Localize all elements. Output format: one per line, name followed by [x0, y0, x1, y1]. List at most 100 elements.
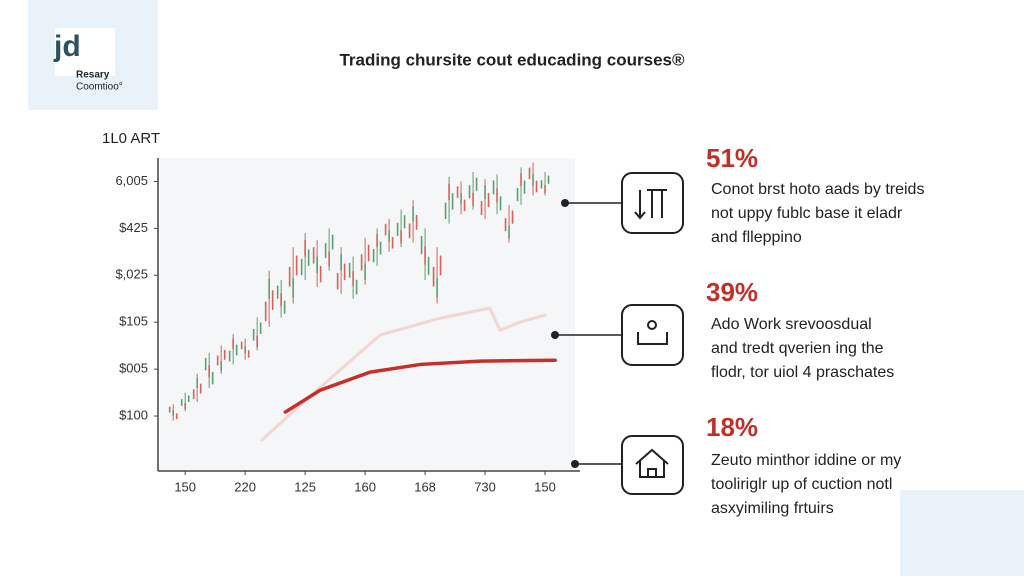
y-tick-label: $425 [119, 220, 148, 235]
candle-body [504, 218, 507, 232]
brand: Resary [76, 70, 110, 81]
candle-body [244, 346, 246, 354]
stat-percent: 18% [706, 412, 758, 442]
candle-body [196, 378, 198, 388]
candle-body [264, 301, 267, 322]
stat-text: flodr, tor uiol 4 praschates [711, 364, 894, 381]
stat-text: asxyimiling frtuirs [711, 500, 834, 517]
candle-body [456, 186, 459, 198]
candle-body [271, 290, 274, 311]
candle-body [283, 300, 286, 314]
candle-body [480, 201, 483, 216]
candle-body [280, 293, 282, 307]
candle-body [268, 279, 270, 299]
candle-body [468, 185, 471, 199]
candle-body [364, 263, 366, 280]
x-tick-label: 150 [534, 479, 556, 494]
candle-body [199, 383, 202, 394]
candle-body [187, 395, 190, 402]
candle-body [292, 278, 294, 298]
stat-text: and flleppino [711, 229, 802, 246]
stat-text: Conot brst hoto aads by treids [711, 181, 924, 198]
candle-body [444, 202, 447, 219]
candle-body [328, 251, 330, 267]
candle-body [540, 180, 543, 189]
candle-body [304, 240, 306, 257]
candle-body [367, 244, 370, 262]
icon-box [621, 435, 684, 495]
y-tick-label: $100 [119, 407, 148, 422]
stat: 18% Zeuto minthor iddine or my toolirigl… [706, 412, 901, 517]
connector-dot [561, 199, 569, 207]
candle-body [403, 215, 406, 229]
candle-body [412, 206, 414, 222]
candle-body [499, 196, 502, 211]
candle-body [408, 223, 411, 239]
candle-body [360, 254, 363, 271]
candle-body [463, 199, 466, 212]
candle-body [340, 254, 342, 271]
stat-text: tooliriglr up of cuction notl [711, 476, 892, 493]
candle-body [532, 174, 534, 186]
candle-body [168, 406, 171, 413]
stat-text: and tredt qverien ing the [711, 340, 884, 357]
candle-body [331, 234, 334, 250]
candle-body [252, 329, 255, 341]
candle-body [388, 230, 390, 242]
y-tick-label: $005 [119, 361, 148, 376]
candle-body [184, 402, 186, 410]
candle-body [475, 177, 478, 191]
icons [551, 172, 684, 495]
candle-body [496, 188, 498, 203]
candle-body [180, 399, 183, 406]
candle-body [432, 266, 435, 287]
trend-line [283, 358, 557, 414]
candle-body [427, 256, 430, 275]
x-tick-label: 730 [474, 479, 496, 494]
candle-body [547, 175, 550, 184]
candle-body [204, 357, 207, 371]
connector-dot [571, 460, 579, 468]
stat: 51% Conot brst hoto aads by treids not u… [706, 143, 924, 246]
candle-body [379, 241, 382, 255]
candle-body [240, 341, 243, 350]
stat-text: not uppy fublc base it eladr [711, 205, 903, 222]
candle-body [372, 249, 375, 263]
candle-body [312, 247, 315, 264]
y-axis-title: 1L0 ART [102, 130, 160, 147]
candle-body [352, 271, 354, 287]
stat-percent: 39% [706, 277, 758, 307]
candle-body [235, 344, 238, 356]
candle-body [232, 338, 234, 350]
logo: jd [53, 30, 81, 63]
candle-body [259, 322, 262, 334]
candle-body [420, 236, 423, 255]
candle-body [391, 237, 394, 249]
candle-body [220, 361, 222, 372]
x-tick-label: 168 [414, 479, 436, 494]
candle-body [348, 262, 351, 278]
candle-body [307, 249, 310, 266]
candle-body [516, 188, 519, 202]
y-tick-label: $105 [119, 314, 148, 329]
x-tick-label: 125 [294, 479, 316, 494]
y-tick-label: 6,005 [115, 173, 148, 188]
candle-body [415, 215, 418, 230]
candle-body [472, 192, 474, 206]
candle-body [336, 272, 339, 290]
icon [637, 332, 668, 345]
candle-body [316, 256, 318, 273]
candle-body [216, 355, 219, 366]
candle-body [228, 350, 231, 362]
icon [635, 448, 669, 478]
icon [647, 320, 657, 330]
candle-body [535, 180, 538, 193]
x-tick-label: 220 [234, 479, 256, 494]
candle-body [343, 263, 346, 280]
stat: 39% Ado Work srevoosdual and tredt qveri… [706, 277, 894, 381]
candle-body [484, 185, 486, 200]
candle-body [300, 258, 303, 276]
x-tick-label: 160 [354, 479, 376, 494]
